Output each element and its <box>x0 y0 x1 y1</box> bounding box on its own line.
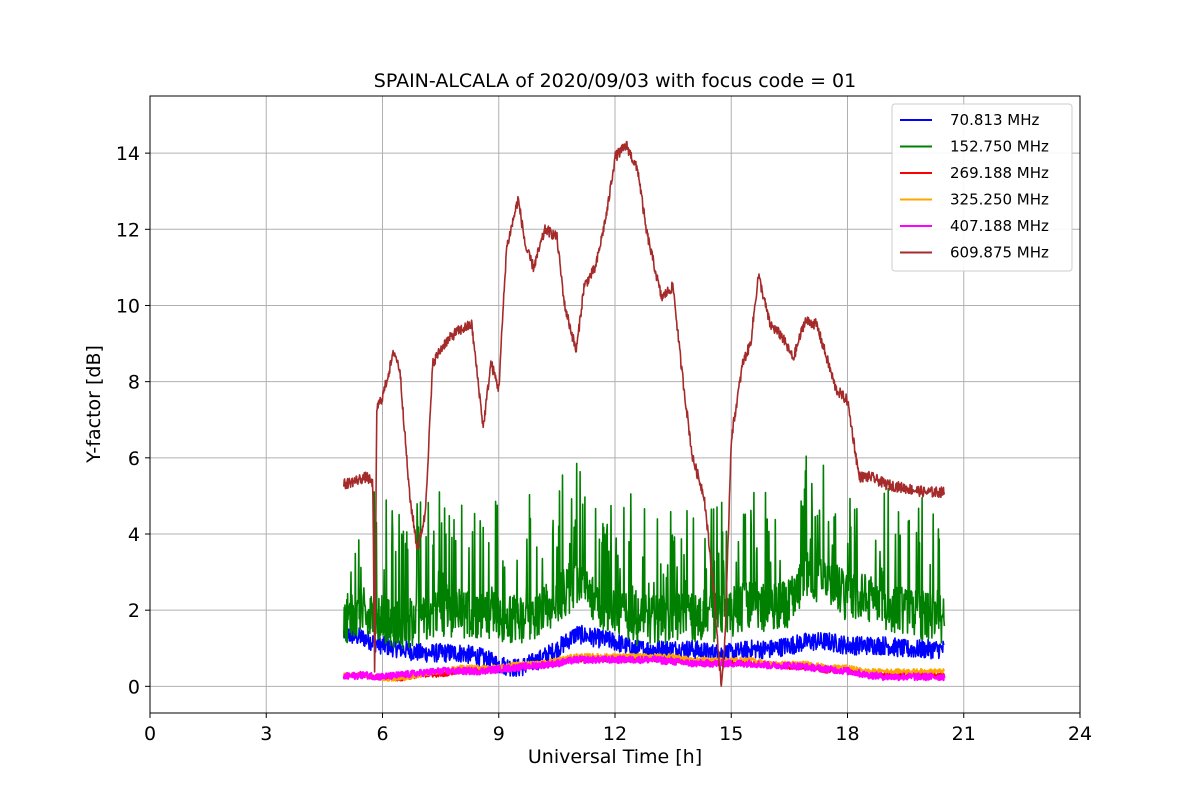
legend-label: 325.250 MHz <box>950 191 1049 209</box>
y-tick-label: 4 <box>128 524 140 546</box>
series-line-6 <box>343 140 946 687</box>
legend-label: 609.875 MHz <box>950 244 1049 262</box>
y-tick-label: 8 <box>128 372 140 394</box>
x-tick-label: 24 <box>1068 723 1092 745</box>
x-tick-label: 12 <box>603 723 627 745</box>
legend-box <box>891 103 1073 272</box>
x-tick-label: 15 <box>719 723 743 745</box>
chart-title: SPAIN-ALCALA of 2020/09/03 with focus co… <box>374 70 856 92</box>
y-tick-label: 10 <box>116 295 140 317</box>
y-tick-label: 14 <box>116 143 140 165</box>
x-tick-label: 18 <box>835 723 859 745</box>
x-tick-label: 0 <box>144 723 156 745</box>
legend-label: 407.188 MHz <box>950 217 1049 235</box>
y-tick-label: 0 <box>128 676 140 698</box>
legend-label: 269.188 MHz <box>950 164 1049 182</box>
legend-label: 70.813 MHz <box>950 111 1039 129</box>
series-line-2 <box>343 455 946 649</box>
y-axis: 0 2 4 6 8 10 12 14 <box>116 143 150 698</box>
x-axis: 0 3 6 9 12 15 18 21 24 <box>144 713 1092 745</box>
legend: 70.813 MHz 152.750 MHz 269.188 MHz 325.250 … <box>891 103 1073 272</box>
legend-label: 152.750 MHz <box>950 138 1049 156</box>
x-tick-label: 3 <box>260 723 272 745</box>
y-tick-label: 12 <box>116 219 140 241</box>
x-tick-label: 6 <box>376 723 388 745</box>
y-tick-label: 6 <box>128 448 140 470</box>
y-tick-label: 2 <box>128 600 140 622</box>
x-tick-label: 9 <box>493 723 505 745</box>
x-tick-label: 21 <box>952 723 976 745</box>
series-area <box>342 140 946 687</box>
x-axis-title: Universal Time [h] <box>528 746 702 768</box>
y-axis-title: Y-factor [dB] <box>83 345 105 464</box>
series-line-5 <box>342 655 946 682</box>
